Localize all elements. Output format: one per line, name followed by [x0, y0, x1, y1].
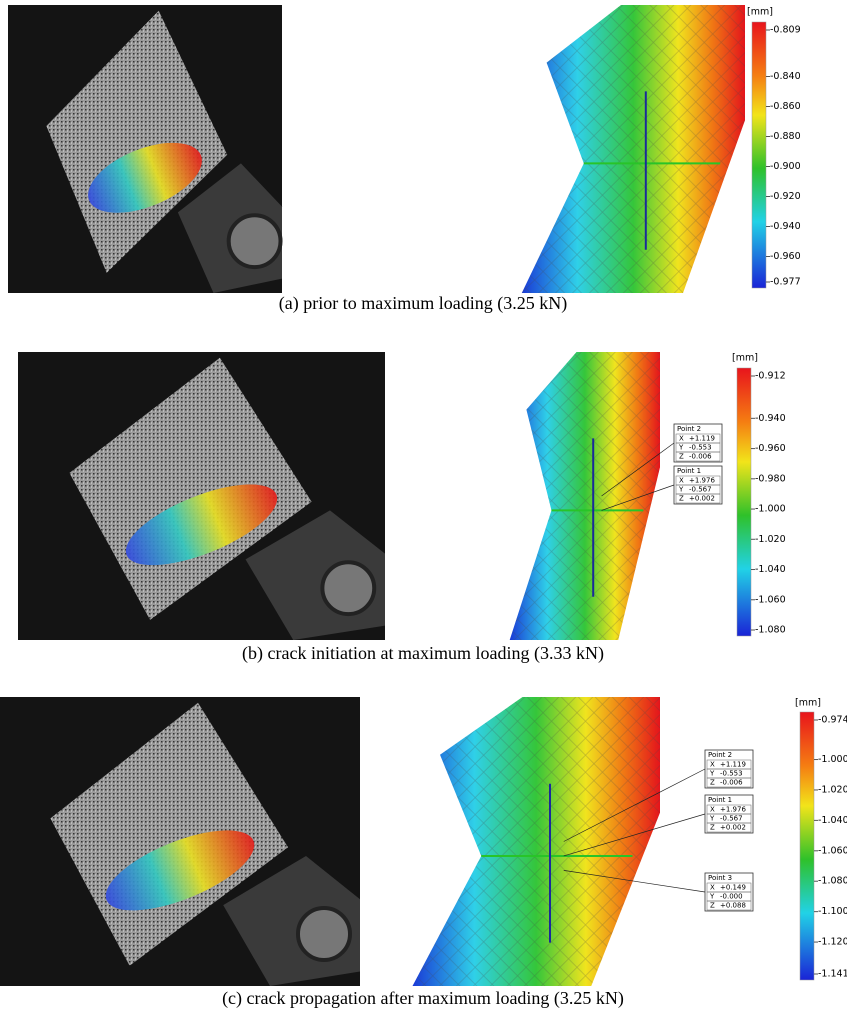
point-leader — [563, 813, 706, 857]
colorbar-unit: [mm] — [795, 698, 821, 709]
colorbar-tick-label: -1.080 — [755, 625, 786, 636]
point-label: Point 3 — [708, 874, 732, 882]
colorbar-tick-label: -0.980 — [755, 473, 786, 484]
point-row — [675, 451, 721, 462]
point-axis: X — [679, 477, 684, 485]
caption: (a) prior to maximum loading (3.25 kN) — [279, 293, 567, 314]
displacement-map — [521, 5, 745, 293]
point-axis: X — [710, 806, 715, 814]
displacement-overlay — [88, 142, 202, 213]
bolt — [320, 560, 377, 617]
point-label: Point 1 — [708, 796, 732, 804]
specimen-photo — [8, 5, 283, 293]
point-axis: Y — [678, 486, 684, 494]
point-value: +0.002 — [689, 495, 715, 503]
colorbar-tick-label: -0.860 — [770, 101, 801, 112]
colorbar-tick-label: -0.840 — [770, 71, 801, 82]
point-axis: Y — [709, 893, 715, 901]
colorbar-unit: [mm] — [747, 7, 773, 18]
point-value: +1.119 — [689, 435, 715, 443]
colorbar-tick-label: -1.120 — [818, 937, 847, 948]
point-row — [675, 493, 721, 504]
point-leader — [601, 442, 675, 497]
colorbar-tick-label: -0.960 — [755, 443, 786, 454]
point-axis: Z — [710, 779, 715, 787]
point-row — [706, 822, 752, 833]
colorbar-tick-label: -1.080 — [818, 876, 847, 887]
colorbar-tick-label: -1.020 — [818, 784, 847, 795]
colorbar — [799, 711, 815, 981]
colorbar-tick-label: -0.977 — [770, 277, 801, 288]
colorbar-unit: [mm] — [732, 353, 758, 364]
colorbar-tick-label: -0.960 — [770, 251, 801, 262]
displacement-overlay — [105, 830, 255, 911]
point-value: -0.006 — [720, 779, 743, 787]
point-axis: Z — [710, 824, 715, 832]
point-label: Point 2 — [708, 751, 732, 759]
specimen-photo — [18, 352, 385, 640]
colorbar — [736, 367, 752, 637]
colorbar-tick-label: -1.000 — [818, 754, 847, 765]
point-axis: X — [679, 435, 684, 443]
colorbar-tick-label: -0.940 — [770, 221, 801, 232]
point-axis: Y — [678, 444, 684, 452]
map-mesh — [509, 352, 660, 640]
point-value: -0.553 — [720, 770, 743, 778]
colorbar-tick-label: -1.040 — [755, 564, 786, 575]
point-axis: Y — [709, 770, 715, 778]
bolt — [295, 905, 353, 962]
point-leader — [563, 870, 706, 893]
point-leader — [563, 768, 706, 842]
point-value: -0.567 — [720, 815, 743, 823]
colorbar-tick-label: -0.809 — [770, 25, 801, 36]
colorbar-tick-label: -0.912 — [755, 371, 786, 382]
point-value: +1.976 — [720, 806, 746, 814]
colorbar-tick-label: -1.060 — [755, 594, 786, 605]
point-value: +1.976 — [689, 477, 715, 485]
colorbar-tick-label: -1.060 — [818, 845, 847, 856]
map-mesh — [521, 5, 745, 293]
displacement-map — [412, 697, 660, 986]
displacement-map — [509, 352, 660, 640]
point-row — [706, 900, 752, 911]
colorbar-tick-label: -0.880 — [770, 131, 801, 142]
colorbar-tick-label: -1.000 — [755, 504, 786, 515]
map-mesh — [412, 697, 660, 986]
colorbar — [751, 21, 767, 289]
point-value: -0.006 — [689, 453, 712, 461]
point-value: -0.000 — [720, 893, 743, 901]
point-value: -0.567 — [689, 486, 712, 494]
point-axis: X — [710, 761, 715, 769]
specimen-photo — [0, 697, 360, 986]
point-value: +1.119 — [720, 761, 746, 769]
point-row — [706, 777, 752, 788]
point-axis: Y — [709, 815, 715, 823]
specimen — [46, 10, 228, 273]
point-axis: X — [710, 884, 715, 892]
point-value: +0.149 — [720, 884, 746, 892]
point-value: +0.002 — [720, 824, 746, 832]
point-axis: Z — [679, 495, 684, 503]
caption: (b) crack initiation at maximum loading … — [242, 643, 604, 664]
colorbar-tick-label: -1.040 — [818, 815, 847, 826]
colorbar-tick-label: -1.141 — [818, 969, 847, 980]
caption: (c) crack propagation after maximum load… — [222, 988, 624, 1009]
colorbar-tick-label: -0.974 — [818, 715, 847, 726]
colorbar-tick-label: -0.920 — [770, 191, 801, 202]
point-axis: Z — [710, 902, 715, 910]
displacement-overlay — [125, 484, 278, 566]
point-axis: Z — [679, 453, 684, 461]
point-label: Point 1 — [677, 467, 701, 475]
point-value: +0.088 — [720, 902, 746, 910]
colorbar-tick-label: -0.900 — [770, 161, 801, 172]
point-leader — [601, 484, 675, 511]
colorbar-tick-label: -1.020 — [755, 534, 786, 545]
point-value: -0.553 — [689, 444, 712, 452]
colorbar-tick-label: -0.940 — [755, 413, 786, 424]
point-label: Point 2 — [677, 425, 701, 433]
bolt — [226, 213, 283, 270]
colorbar-tick-label: -1.100 — [818, 906, 847, 917]
